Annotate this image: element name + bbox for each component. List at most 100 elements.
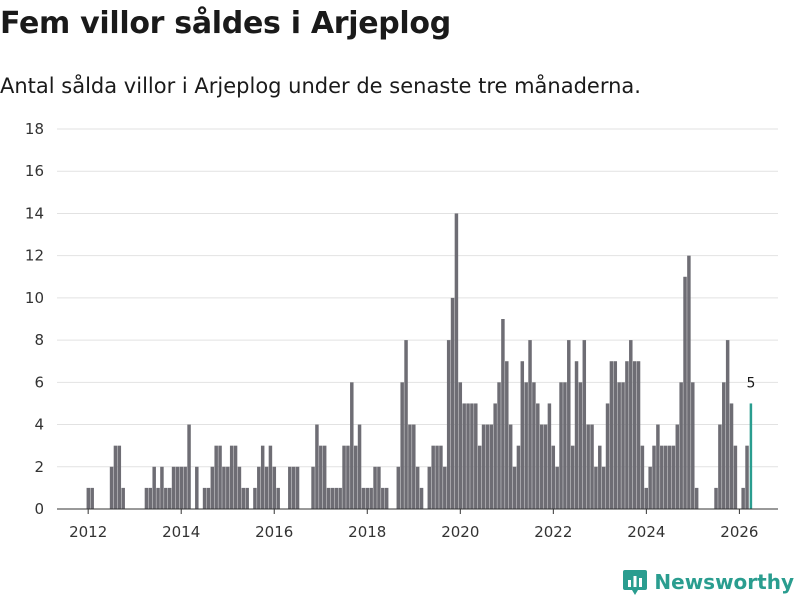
bar xyxy=(621,382,625,509)
bar xyxy=(485,424,490,509)
chart-subtitle: Antal sålda villor i Arjeplog under de s… xyxy=(0,74,641,98)
bar xyxy=(458,382,463,509)
y-tick-label: 18 xyxy=(25,120,44,138)
bar xyxy=(675,424,680,509)
bar xyxy=(427,466,432,509)
chart-title: Fem villor såldes i Arjeplog xyxy=(0,6,451,41)
bar xyxy=(594,466,598,509)
bar xyxy=(408,424,412,509)
bar xyxy=(260,445,265,509)
bar xyxy=(714,487,718,509)
bar xyxy=(311,466,315,509)
bar xyxy=(741,487,745,509)
y-tick-label: 2 xyxy=(34,458,44,476)
bar xyxy=(237,466,242,509)
bar xyxy=(326,487,331,509)
bar xyxy=(601,466,606,509)
bar xyxy=(625,361,629,509)
bar xyxy=(214,445,218,509)
bar xyxy=(439,445,443,509)
bar xyxy=(202,487,207,509)
bar xyxy=(598,445,602,509)
y-tick-label: 8 xyxy=(34,331,44,349)
bar xyxy=(532,382,536,509)
bar xyxy=(315,424,319,509)
bar xyxy=(652,445,656,509)
bar xyxy=(563,382,567,509)
bar xyxy=(671,445,676,509)
bar xyxy=(516,445,521,509)
bar xyxy=(245,487,249,509)
bar xyxy=(570,445,575,509)
bar xyxy=(365,487,370,509)
x-tick-label: 2018 xyxy=(348,523,386,541)
bar xyxy=(109,466,114,509)
bar xyxy=(613,361,618,509)
bar xyxy=(86,487,91,509)
bar-latest xyxy=(749,403,753,509)
bar xyxy=(167,487,172,509)
bar xyxy=(404,340,408,509)
bar xyxy=(218,445,222,509)
bar xyxy=(346,445,350,509)
x-tick-label: 2016 xyxy=(255,523,293,541)
x-axis-ticks: 2012 2014 2016 2018 2020 2022 2024 2026 xyxy=(69,509,758,541)
bar xyxy=(195,466,199,509)
bar xyxy=(377,466,381,509)
bar xyxy=(536,403,540,509)
x-tick-label: 2024 xyxy=(627,523,665,541)
bar xyxy=(729,403,734,509)
bar xyxy=(90,487,94,509)
bar xyxy=(396,466,401,509)
bar xyxy=(605,403,610,509)
bar xyxy=(567,340,571,509)
y-tick-label: 6 xyxy=(34,373,44,391)
bar xyxy=(264,466,269,509)
bars xyxy=(86,213,753,509)
bar xyxy=(578,382,583,509)
y-axis-ticks: 0 2 4 6 8 10 12 14 16 18 xyxy=(25,120,44,518)
bar xyxy=(171,466,176,509)
bar xyxy=(718,424,722,509)
bar xyxy=(117,445,122,509)
bar xyxy=(160,466,164,509)
bar xyxy=(508,424,513,509)
bar xyxy=(691,382,695,509)
bar xyxy=(617,382,621,509)
bar xyxy=(435,445,439,509)
y-tick-label: 16 xyxy=(25,162,44,180)
bar xyxy=(288,466,292,509)
bar xyxy=(528,340,532,509)
bar xyxy=(656,424,660,509)
bar xyxy=(319,445,323,509)
bar xyxy=(466,403,470,509)
bar xyxy=(493,403,497,509)
bar xyxy=(241,487,246,509)
bar xyxy=(660,445,664,509)
x-tick-label: 2020 xyxy=(441,523,479,541)
bar xyxy=(745,445,749,509)
bar xyxy=(539,424,544,509)
x-tick-label: 2014 xyxy=(162,523,200,541)
bar xyxy=(551,445,556,509)
bar xyxy=(152,466,156,509)
bar xyxy=(350,382,354,509)
bar xyxy=(636,361,641,509)
bar xyxy=(206,487,211,509)
bar xyxy=(415,466,420,509)
bar xyxy=(210,466,215,509)
bar xyxy=(443,466,447,509)
bar xyxy=(481,424,486,509)
bar xyxy=(497,382,501,509)
bar xyxy=(477,445,482,509)
bar xyxy=(330,487,335,509)
bar xyxy=(679,382,683,509)
bar xyxy=(222,466,226,509)
bar xyxy=(400,382,404,509)
bar xyxy=(520,361,525,509)
x-tick-label: 2026 xyxy=(720,523,758,541)
bar xyxy=(164,487,168,509)
bar xyxy=(144,487,149,509)
y-tick-label: 4 xyxy=(34,416,44,434)
bar xyxy=(474,403,478,509)
